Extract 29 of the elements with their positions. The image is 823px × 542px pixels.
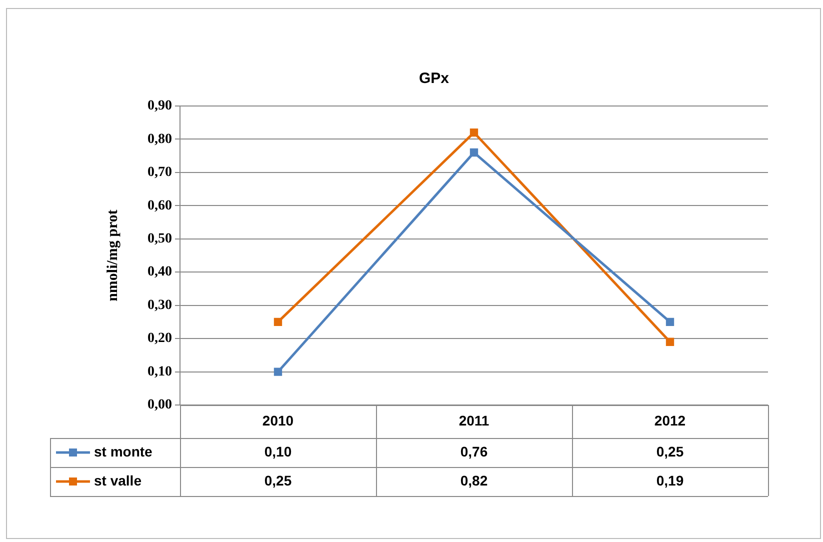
y-tick-label: 0,00 <box>148 398 172 413</box>
legend-label: st monte <box>94 443 153 460</box>
y-tick-label: 0,40 <box>148 264 172 280</box>
point <box>470 128 478 137</box>
data-label: 0,76 <box>460 443 488 460</box>
point <box>470 148 478 157</box>
y-tick-label: 0,60 <box>148 198 172 214</box>
y-tick-label: 0,50 <box>148 232 172 246</box>
y-tick-label: 0,30 <box>148 298 172 313</box>
x-tick-label: 2011 <box>458 412 490 428</box>
y-tick-label: 0,90 <box>148 98 172 114</box>
y-tick-label: 0,80 <box>148 132 172 147</box>
y-tick-label: 0,70 <box>148 165 172 180</box>
x-tick-label: 2012 <box>654 412 686 428</box>
data-label: 0,25 <box>264 472 292 488</box>
data-label: 0,82 <box>460 472 488 488</box>
y-tick-label: 0,10 <box>148 364 172 380</box>
point <box>666 338 674 346</box>
legend-label: st valle <box>94 472 142 488</box>
chart-title: GPx <box>418 70 450 88</box>
point <box>666 318 674 326</box>
point <box>274 368 282 376</box>
x-tick-label: 2010 <box>262 412 294 428</box>
point <box>274 318 282 326</box>
data-label: 0,25 <box>656 443 684 460</box>
data-label: 0,10 <box>264 443 292 460</box>
data-label: 0,19 <box>656 472 684 488</box>
y-tick-label: 0,20 <box>148 331 172 346</box>
y-axis-title: nmoli/mg prot <box>104 210 121 302</box>
